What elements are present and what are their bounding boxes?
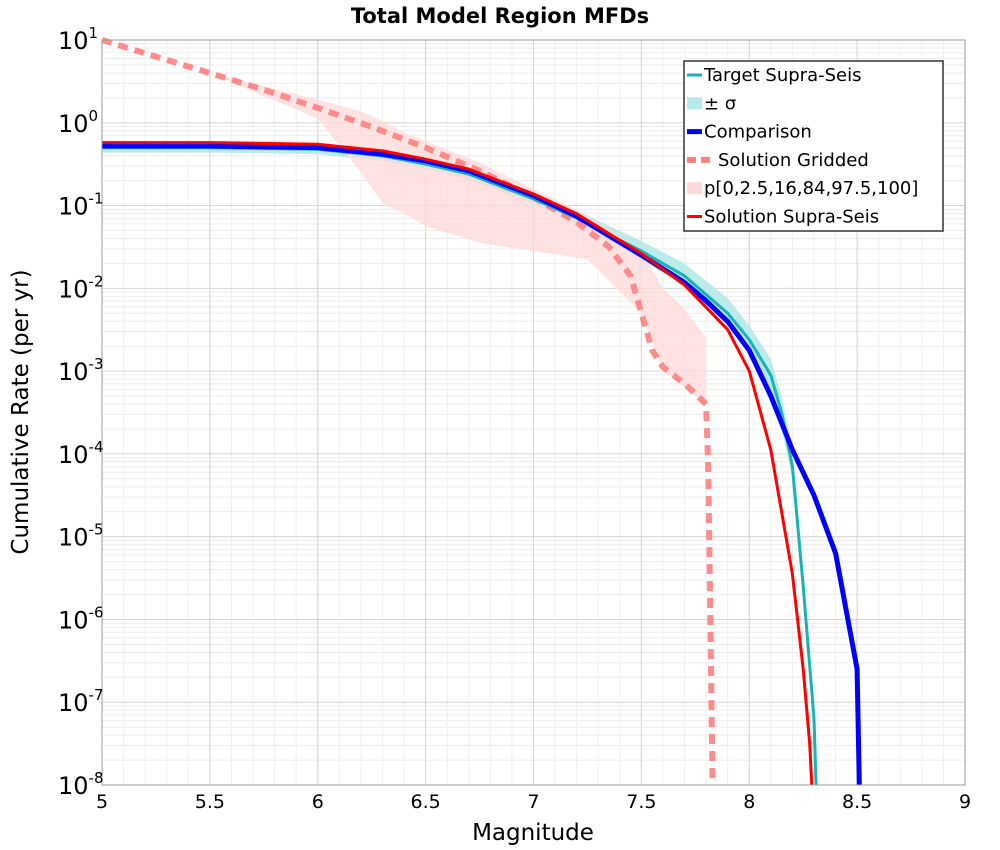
chart-title: Total Model Region MFDs	[351, 4, 649, 28]
x-tick-label: 6	[312, 791, 324, 813]
x-tick-label: 7	[527, 791, 539, 813]
y-tick-label: 10-2	[58, 272, 104, 303]
x-tick-label: 5.5	[195, 791, 225, 813]
y-axis-label: Cumulative Rate (per yr)	[8, 269, 34, 554]
legend-swatch	[687, 97, 702, 110]
x-tick-label: 5	[96, 791, 108, 813]
y-tick-label: 100	[58, 107, 98, 138]
x-axis-label: Magnitude	[472, 820, 594, 846]
y-tick-label: 10-6	[58, 603, 104, 634]
x-tick-label: 6.5	[411, 791, 441, 813]
legend-label: Target Supra-Seis	[703, 65, 861, 86]
y-tick-label: 10-1	[58, 190, 104, 221]
legend-label: ± σ	[704, 93, 736, 114]
x-tick-label: 7.5	[626, 791, 656, 813]
y-tick-label: 10-5	[58, 521, 104, 552]
line-comparison	[102, 143, 862, 786]
series-lines	[101, 37, 862, 786]
y-tick-label: 10-7	[58, 686, 104, 717]
legend-label: Solution Supra-Seis	[704, 207, 879, 228]
legend-label: p[0,2.5,16,84,97.5,100]	[704, 178, 918, 199]
legend: Target Supra-Seis ± σ Comparison Solution G…	[683, 60, 944, 232]
y-tick-label: 10-3	[58, 355, 104, 386]
y-tick-label: 10-8	[58, 769, 104, 800]
plot-frame	[101, 39, 966, 786]
legend-box	[683, 60, 944, 232]
y-tick-label: 10-4	[58, 438, 104, 469]
legend-label: Comparison	[704, 122, 812, 143]
legend-label: Solution Gridded	[718, 150, 869, 171]
x-tick-label: 9	[959, 791, 971, 813]
x-tick-label: 8	[743, 791, 755, 813]
line-solution-supra-seis	[102, 141, 814, 786]
y-tick-label: 101	[58, 24, 98, 55]
y-tick-labels: 101 100 10-1 10-2 10-3 10-4 10-5 10-6 10-7 10-8	[58, 24, 104, 800]
legend-swatch	[687, 182, 702, 195]
x-tick-label: 8.5	[842, 791, 872, 813]
x-tick-labels: 5 5.5 6 6.5 7 7.5 8 8.5 9	[96, 791, 971, 813]
